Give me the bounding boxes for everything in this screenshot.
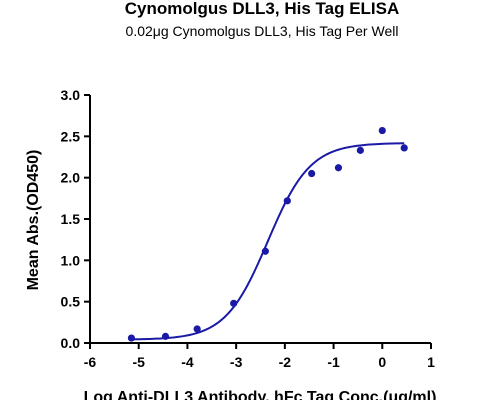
fit-curve: [131, 142, 405, 341]
chart-title: Cynomolgus DLL3, His Tag ELISA: [125, 0, 400, 18]
x-tick-label: 0: [378, 354, 386, 370]
y-tick-label: 0.5: [61, 294, 81, 310]
data-point: [127, 334, 136, 342]
y-ticks: 0.0 0.5 1.0 1.5 2.0 2.5 3.0: [61, 87, 90, 351]
data-point: [283, 197, 291, 205]
y-tick-label: 1.0: [61, 252, 81, 268]
data-point: [334, 164, 343, 172]
chart-subtitle: 0.02μg Cynomolgus DLL3, His Tag Per Well: [126, 23, 399, 39]
data-point: [356, 146, 364, 154]
y-tick-label: 3.0: [61, 87, 81, 103]
x-axis-label: Log Anti-DLL3 Antibody, hFc Tag Conc.(μg…: [84, 389, 437, 400]
x-tick-label: -5: [132, 354, 145, 370]
x-tick-label: 1: [427, 354, 435, 370]
x-tick-label: -6: [84, 354, 97, 370]
x-tick-label: -1: [327, 354, 340, 370]
data-points: [127, 126, 408, 342]
y-tick-label: 1.5: [61, 211, 81, 227]
data-point: [261, 247, 269, 255]
x-tick-label: -4: [181, 354, 194, 370]
x-tick-label: -3: [230, 354, 243, 370]
y-axis-label: Mean Abs.(OD450): [25, 150, 42, 291]
y-tick-label: 0.0: [61, 335, 81, 351]
data-point: [378, 126, 386, 135]
y-tick-label: 2.0: [61, 170, 81, 186]
data-point: [308, 169, 316, 178]
x-tick-label: -2: [279, 354, 292, 370]
data-point: [400, 144, 408, 152]
data-point: [193, 325, 201, 333]
data-point: [230, 299, 238, 307]
y-tick-label: 2.5: [61, 128, 81, 144]
x-ticks: -6 -5 -4 -3 -2 -1 0 1: [84, 343, 435, 370]
data-point: [161, 332, 170, 340]
